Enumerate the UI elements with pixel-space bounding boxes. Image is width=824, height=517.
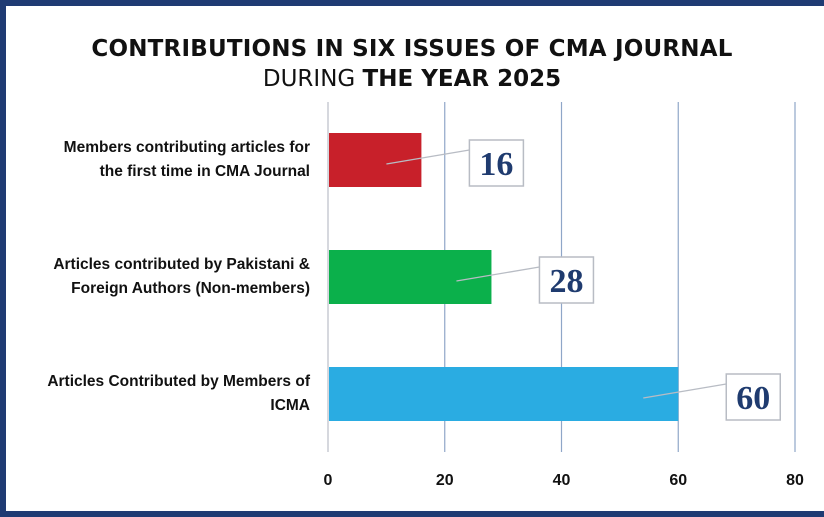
data-label-leader [456,266,540,282]
data-label-box [538,256,595,304]
bar [329,250,492,304]
bar [329,367,679,421]
x-tick-label: 20 [436,472,454,489]
x-axis-ticks: 0 20 40 60 80 [324,472,804,489]
category-label: Articles contributed by Pakistani & [53,256,310,273]
data-label-leader [643,383,727,399]
chart-title: CONTRIBUTIONS IN SIX ISSUES OF CMA JOURN… [91,36,733,62]
subtitle-prefix: DURING [262,66,363,92]
data-label: 16 [479,146,513,183]
category-label: Foreign Authors (Non-members) [71,280,310,297]
chart-subtitle: DURING THE YEAR 2025 [0,66,824,92]
category-labels: Members contributing articles for the fir… [47,139,311,414]
x-tick-label: 60 [669,472,687,489]
category-label: ICMA [270,397,310,414]
category-label: the first time in CMA Journal [100,163,310,180]
x-tick-label: 40 [553,472,571,489]
data-label-box [725,373,781,421]
data-labels: 16 28 60 [386,139,781,421]
data-label: 28 [549,263,583,300]
category-label: Articles Contributed by Members of [47,373,311,390]
data-label-box [468,139,525,187]
bars [329,133,679,421]
category-label: Members contributing articles for [64,139,310,156]
data-label: 60 [736,380,770,417]
bar [329,133,422,187]
x-tick-label: 80 [786,472,804,489]
x-tick-label: 0 [324,472,333,489]
data-label-leader [386,149,470,165]
subtitle-bold: THE YEAR 2025 [362,66,562,92]
